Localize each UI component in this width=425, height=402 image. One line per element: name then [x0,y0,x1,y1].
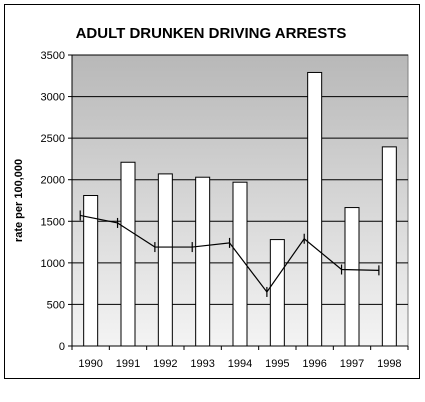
y-tick-label: 500 [47,299,65,311]
bar-1992 [157,173,173,347]
x-axis-ticks: 1990 1991 1992 1993 1994 1995 1996 1997 1998 [71,345,409,370]
y-tick-label: 1000 [41,258,65,270]
bar-1995 [269,239,285,347]
bottom-strip [0,382,425,402]
bar-1997 [344,207,360,347]
y-axis-label: rate per 100,000 [13,159,25,242]
y-tick-label: 2000 [41,175,65,187]
x-tick-label: 1990 [78,358,102,370]
x-tick-label: 1992 [153,358,177,370]
y-axis-ticks: 0 500 1000 1500 2000 2500 3000 3500 [41,50,73,353]
chart-title: ADULT DRUNKEN DRIVING ARRESTS [76,25,347,42]
chart-frame: ADULT DRUNKEN DRIVING ARRESTS 0 500 1000 15… [4,4,420,379]
rate-line [79,210,380,297]
chart-svg: ADULT DRUNKEN DRIVING ARRESTS 0 500 1000 15… [13,25,409,370]
bar-1993 [195,176,211,347]
bar-1996 [307,71,323,347]
bar-1991 [120,161,136,347]
y-tick-label: 3500 [41,50,65,62]
x-tick-label: 1998 [377,358,401,370]
x-tick-label: 1995 [265,358,289,370]
bar-1998 [381,146,397,347]
x-tick-label: 1997 [340,358,364,370]
x-tick-label: 1996 [302,358,326,370]
y-tick-label: 2500 [41,133,65,145]
y-tick-label: 3000 [41,92,65,104]
y-tick-label: 0 [59,341,65,353]
x-tick-label: 1991 [116,358,140,370]
y-tick-label: 1500 [41,216,65,228]
x-tick-label: 1994 [228,358,252,370]
bar-1994 [232,181,248,347]
x-tick-label: 1993 [190,358,214,370]
bars [83,71,397,347]
